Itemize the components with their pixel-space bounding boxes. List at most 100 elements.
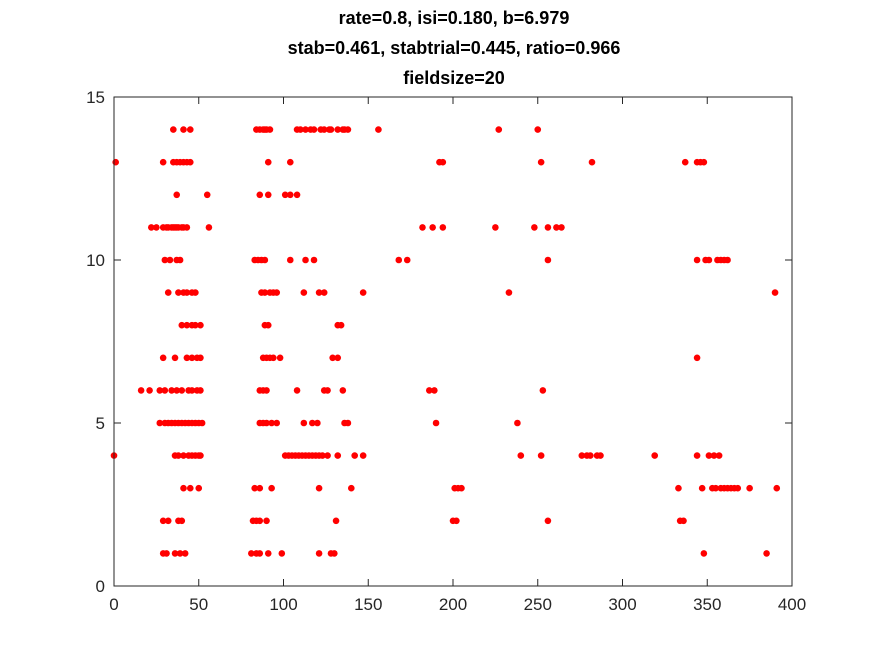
data-point (300, 419, 308, 427)
data-point (171, 354, 179, 362)
data-point (180, 452, 187, 459)
data-point (173, 191, 181, 199)
data-point (178, 517, 186, 525)
data-point (320, 289, 328, 296)
data-point (327, 126, 335, 133)
plot-area (114, 97, 792, 586)
data-point (339, 387, 347, 394)
data-point (281, 191, 289, 199)
data-point (302, 126, 309, 133)
data-point (146, 387, 153, 394)
data-point (297, 126, 304, 133)
y-tick-label: 5 (96, 414, 105, 433)
data-point (578, 452, 586, 459)
data-point (359, 452, 367, 459)
x-tick-label: 0 (109, 595, 118, 614)
x-tick-label: 150 (354, 595, 382, 614)
data-point (261, 256, 269, 264)
data-point (186, 126, 194, 133)
data-point (537, 452, 545, 459)
data-point (147, 224, 155, 231)
data-point (270, 354, 277, 362)
data-point (517, 452, 525, 459)
data-point (505, 289, 513, 296)
data-point (544, 517, 552, 525)
data-point (375, 126, 382, 133)
data-point (746, 484, 753, 492)
data-point (734, 484, 742, 492)
y-axis-tick-labels: 0 5 10 15 (86, 88, 105, 596)
data-point (693, 452, 701, 459)
data-point (712, 484, 720, 492)
x-tick-label: 50 (189, 595, 208, 614)
data-points (110, 126, 781, 557)
y-tick-label: 0 (96, 577, 105, 596)
data-point (176, 256, 184, 264)
data-point (166, 256, 174, 264)
data-point (431, 387, 438, 394)
data-point (164, 517, 172, 525)
data-point (161, 387, 169, 394)
x-tick-label: 200 (439, 595, 467, 614)
data-point (268, 419, 275, 427)
data-point (439, 158, 447, 166)
data-point (183, 354, 191, 362)
data-point (419, 224, 426, 231)
data-point (159, 354, 167, 362)
data-point (256, 191, 264, 199)
data-point (173, 387, 181, 394)
data-point (156, 419, 164, 427)
data-point (544, 224, 552, 231)
data-point (351, 452, 358, 459)
data-point (348, 484, 355, 492)
data-point (359, 289, 367, 296)
x-tick-label: 350 (693, 595, 721, 614)
x-tick-label: 400 (778, 595, 806, 614)
data-point (300, 289, 308, 296)
data-point (273, 419, 281, 427)
data-point (544, 256, 552, 264)
data-point (256, 484, 264, 492)
data-point (588, 158, 596, 166)
chart-title: rate=0.8, isi=0.180, b=6.979 stab=0.461,… (288, 8, 621, 88)
data-point (264, 550, 272, 557)
data-point (276, 354, 284, 362)
data-point (176, 550, 184, 557)
data-point (251, 484, 258, 492)
data-point (186, 158, 194, 166)
data-point (334, 126, 342, 133)
data-point (188, 354, 196, 362)
data-point (192, 321, 199, 329)
data-point (651, 452, 659, 459)
data-point (531, 224, 538, 231)
data-point (534, 126, 542, 133)
data-point (168, 387, 175, 394)
data-point (203, 191, 211, 199)
data-point (183, 321, 191, 329)
data-point (320, 126, 328, 133)
data-point (256, 550, 264, 557)
x-axis-tick-labels: 0 50 100 150 200 250 300 350 400 (109, 595, 806, 614)
data-point (183, 289, 191, 296)
data-point (324, 452, 331, 459)
data-point (344, 126, 352, 133)
data-point (170, 126, 177, 133)
data-point (700, 550, 708, 557)
data-point (771, 289, 779, 296)
data-point (293, 387, 301, 394)
data-point (197, 452, 204, 459)
data-point (425, 387, 433, 394)
data-point (188, 387, 196, 394)
axis-ticks (113, 96, 793, 587)
data-point (183, 224, 191, 231)
data-point (319, 452, 326, 459)
data-point (268, 484, 275, 492)
data-point (197, 387, 204, 394)
data-point (112, 158, 119, 166)
data-point (705, 452, 713, 459)
data-point (700, 158, 708, 166)
data-point (186, 484, 194, 492)
data-point (195, 484, 203, 492)
data-point (197, 321, 204, 329)
data-point (161, 256, 169, 264)
